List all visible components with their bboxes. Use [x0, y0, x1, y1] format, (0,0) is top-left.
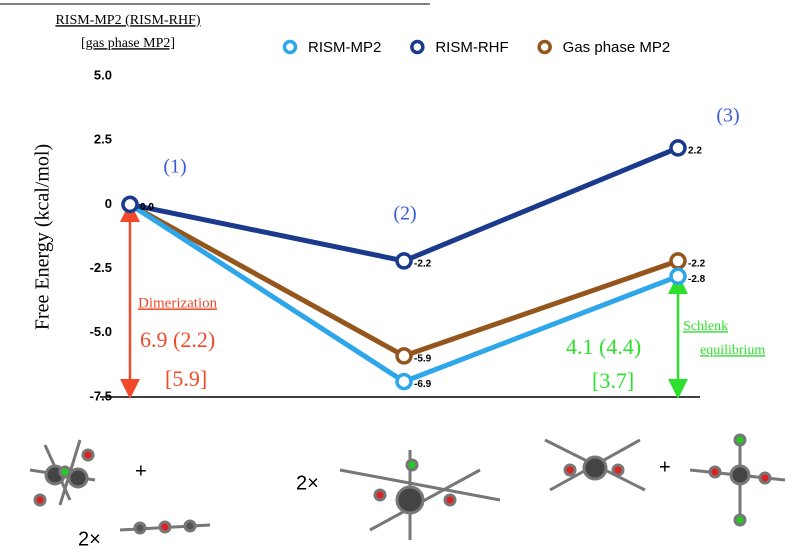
value-label: 2.2: [688, 146, 702, 157]
annotation: Dimerization: [138, 295, 218, 311]
header-line: [gas phase MP2]: [81, 36, 175, 51]
y-tick-label: -2.5: [90, 260, 112, 275]
point: [397, 349, 411, 363]
annotation: [5.9]: [165, 366, 207, 391]
y-tick-label: -7.5: [90, 388, 112, 403]
legend-marker: [412, 42, 423, 53]
point: [671, 254, 685, 268]
chart: RISM-MP2 (RISM-RHF) [gas phase MP2] Free…: [0, 0, 792, 555]
point: [397, 254, 411, 268]
molecule: [30, 435, 785, 540]
point-label: (3): [716, 105, 739, 127]
legend-marker: [285, 42, 296, 53]
value-label: -5.9: [414, 354, 432, 365]
value-label: 0.0: [140, 202, 154, 213]
y-tick-label: 5.0: [94, 67, 112, 82]
annotation: [3.7]: [592, 368, 634, 393]
legend-label: RISM-MP2: [308, 39, 381, 56]
point: [123, 197, 137, 211]
annotation: 2×: [78, 528, 101, 550]
annotation: +: [659, 456, 671, 478]
annotation: 6.9 (2.2): [140, 327, 215, 352]
annotation: 2×: [296, 472, 319, 494]
y-tick-label: 2.5: [94, 132, 112, 147]
point-label: (2): [393, 203, 416, 225]
value-label: -2.2: [414, 259, 432, 270]
legend-marker: [539, 42, 550, 53]
header-line: RISM-MP2 (RISM-RHF): [55, 13, 200, 28]
value-label: -6.9: [414, 379, 432, 390]
legend-label: Gas phase MP2: [563, 39, 671, 56]
point: [397, 375, 411, 389]
value-label: -2.8: [688, 274, 706, 285]
y-axis-label: Free Energy (kcal/mol): [32, 144, 54, 330]
value-label: -2.2: [688, 259, 706, 270]
y-tick-label: -5.0: [90, 324, 112, 339]
annotation: Schlenk: [683, 319, 728, 334]
point: [671, 269, 685, 283]
y-tick-label: 0: [105, 196, 112, 211]
point-label: (1): [163, 156, 186, 178]
point: [671, 141, 685, 155]
legend-label: RISM-RHF: [435, 39, 508, 56]
annotation: 4.1 (4.4): [566, 334, 641, 359]
annotation: +: [135, 460, 147, 482]
annotation: equilibrium: [700, 343, 765, 358]
